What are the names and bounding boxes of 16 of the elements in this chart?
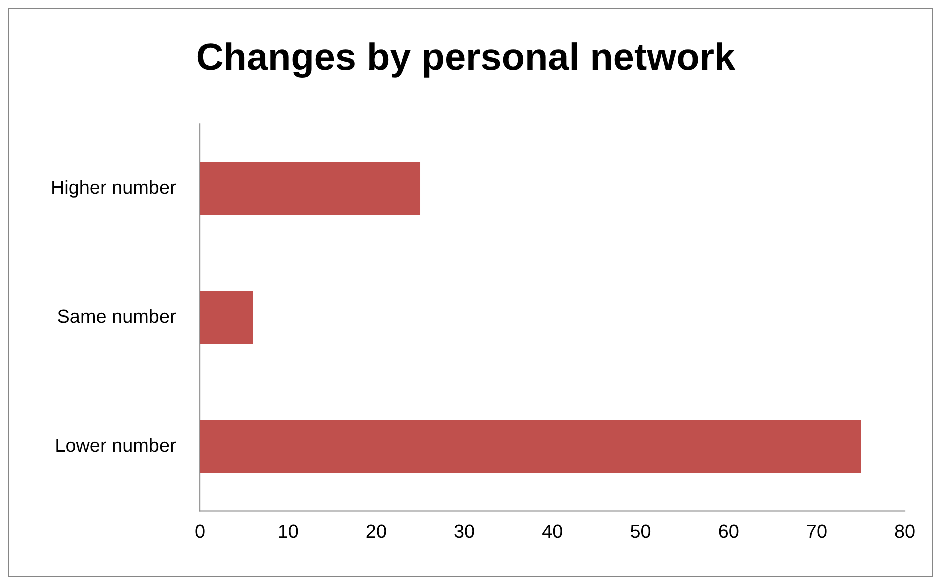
x-tick-label: 70 xyxy=(806,522,828,543)
bar xyxy=(200,420,862,474)
bar xyxy=(200,162,421,216)
x-tick-label: 50 xyxy=(630,522,652,543)
x-tick-label: 0 xyxy=(194,522,206,543)
chart-title: Changes by personal network xyxy=(196,37,737,80)
y-tick-label: Higher number xyxy=(50,178,176,199)
x-tick-label: 20 xyxy=(366,522,388,543)
y-tick-label: Same number xyxy=(57,307,176,328)
x-tick-label: 40 xyxy=(542,522,564,543)
x-tick-label: 30 xyxy=(454,522,476,543)
y-tick-label: Lower number xyxy=(55,436,176,458)
bar xyxy=(200,291,254,344)
x-tick-label: 80 xyxy=(894,522,916,543)
x-tick-label: 60 xyxy=(718,522,740,543)
x-tick-label: 10 xyxy=(278,522,299,543)
